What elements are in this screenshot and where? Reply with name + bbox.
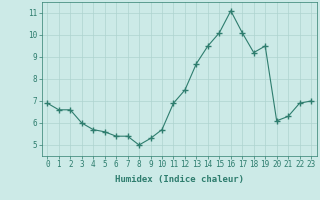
X-axis label: Humidex (Indice chaleur): Humidex (Indice chaleur)	[115, 175, 244, 184]
